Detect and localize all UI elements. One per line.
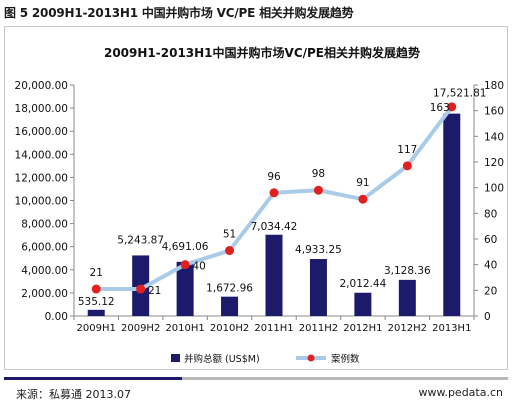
bar-value-label: 5,243.87 xyxy=(117,234,164,246)
y-left-tick-label: 14,000.00 xyxy=(15,149,68,161)
bar-value-label: 17,521.81 xyxy=(433,88,486,100)
x-tick-label: 2012H1 xyxy=(343,323,382,334)
line-value-label: 51 xyxy=(223,229,236,241)
y-right-tick-label: 160 xyxy=(484,106,504,118)
y-left-tick-label: 2,000.00 xyxy=(21,288,68,300)
x-tick-label: 2010H2 xyxy=(210,323,249,334)
line-value-label: 40 xyxy=(192,261,205,273)
line-value-label: 163 xyxy=(430,102,450,114)
x-tick-label: 2009H2 xyxy=(121,323,160,334)
y-right-tick-label: 80 xyxy=(484,208,497,220)
y-left-tick-label: 4,000.00 xyxy=(21,265,68,277)
y-left-tick-label: 8,000.00 xyxy=(21,219,68,231)
bar-value-label: 3,128.36 xyxy=(384,265,431,277)
source-note: 来源：私募通 2013.07 xyxy=(16,388,131,401)
line-value-label: 96 xyxy=(267,171,281,183)
line-point xyxy=(269,188,279,198)
y-left-tick-label: 6,000.00 xyxy=(21,242,68,254)
bar-value-label: 535.12 xyxy=(78,296,115,308)
line-point xyxy=(225,246,235,256)
y-right-tick-label: 100 xyxy=(484,183,504,195)
bar-value-label: 4,691.06 xyxy=(162,241,209,253)
y-right-tick-label: 20 xyxy=(484,285,497,297)
line-value-label: 91 xyxy=(356,177,369,189)
legend-label-bar: 并购总额 (US$M) xyxy=(184,353,260,365)
chart-title: 2009H1-2013H1中国并购市场VC/PE相关并购发展趋势 xyxy=(104,45,420,60)
x-tick-label: 2011H1 xyxy=(254,323,293,334)
x-tick-label: 2012H2 xyxy=(388,323,427,334)
x-tick-label: 2009H1 xyxy=(77,323,116,334)
legend-swatch-bar xyxy=(171,354,180,362)
y-right-tick-label: 180 xyxy=(484,80,504,92)
bar xyxy=(443,113,461,316)
line-point xyxy=(136,284,146,294)
legend-marker-line xyxy=(307,354,315,362)
y-right-tick-label: 120 xyxy=(484,157,504,169)
y-left-tick-label: 16,000.00 xyxy=(15,126,68,138)
figure-title: 图 5 2009H1-2013H1 中国并购市场 VC/PE 相关并购发展趋势 xyxy=(4,6,354,20)
chart-legend: 并购总额 (US$M) 案例数 xyxy=(171,353,360,365)
x-tick-label: 2010H1 xyxy=(165,323,204,334)
bar-value-label: 7,034.42 xyxy=(251,221,298,233)
bar xyxy=(221,296,239,316)
bar xyxy=(265,234,283,316)
y-left-tick-label: 10,000.00 xyxy=(15,196,68,208)
legend-label-line: 案例数 xyxy=(331,353,360,365)
line-value-label: 21 xyxy=(148,285,161,297)
line-point xyxy=(358,194,368,204)
bar xyxy=(398,279,416,316)
bar xyxy=(309,259,327,316)
bar xyxy=(354,292,372,316)
y-left-tick-label: 20,000.00 xyxy=(15,80,68,92)
y-right-tick-label: 140 xyxy=(484,131,504,143)
x-tick-label: 2011H2 xyxy=(299,323,338,334)
line-point xyxy=(402,161,412,171)
y-left-tick-label: 0.00 xyxy=(45,311,68,323)
y-right-tick-label: 60 xyxy=(484,234,497,246)
footer-divider xyxy=(4,377,508,380)
line-value-label: 98 xyxy=(312,168,325,180)
footer-divider-accent xyxy=(4,377,182,380)
line-point xyxy=(447,102,457,112)
line-value-label: 21 xyxy=(90,267,103,279)
y-right-tick-label: 0 xyxy=(484,311,491,323)
website-link[interactable]: www.pedata.cn xyxy=(418,386,503,399)
y-left-tick-label: 12,000.00 xyxy=(15,172,68,184)
bar xyxy=(176,261,194,316)
line-value-label: 117 xyxy=(397,144,417,156)
line-point xyxy=(180,260,190,270)
bar-value-label: 2,012.44 xyxy=(340,278,387,290)
y-left-tick-label: 18,000.00 xyxy=(15,103,68,115)
x-tick-label: 2013H1 xyxy=(432,323,471,334)
bar-value-label: 4,933.25 xyxy=(295,244,342,256)
bar xyxy=(87,309,105,316)
y-right-tick-label: 40 xyxy=(484,260,497,272)
bar-value-label: 1,672.96 xyxy=(206,283,253,295)
line-point xyxy=(313,185,323,195)
line-point xyxy=(91,284,101,294)
